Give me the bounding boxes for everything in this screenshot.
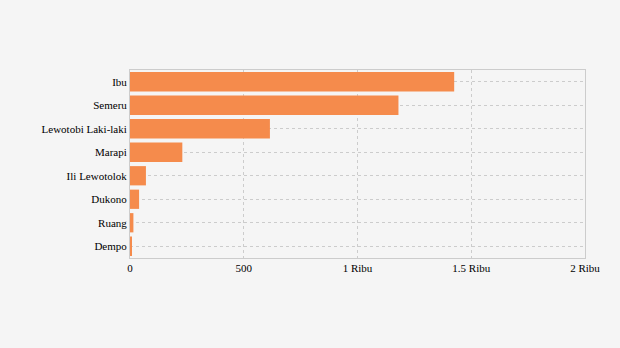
svg-text:Ibu: Ibu <box>112 76 127 88</box>
svg-text:1 Ribu: 1 Ribu <box>343 262 373 274</box>
svg-text:0: 0 <box>127 262 133 274</box>
svg-text:Dukono: Dukono <box>91 193 127 205</box>
svg-text:1.5 Ribu: 1.5 Ribu <box>452 262 490 274</box>
svg-text:Marapi: Marapi <box>95 146 127 158</box>
svg-text:2 Ribu: 2 Ribu <box>570 262 600 274</box>
svg-text:Ruang: Ruang <box>98 217 127 229</box>
svg-text:Ili Lewotolok: Ili Lewotolok <box>67 170 128 182</box>
svg-text:Lewotobi Laki-laki: Lewotobi Laki-laki <box>42 123 127 135</box>
svg-text:Dempo: Dempo <box>94 240 127 252</box>
svg-text:500: 500 <box>236 262 253 274</box>
svg-text:Semeru: Semeru <box>93 99 127 111</box>
